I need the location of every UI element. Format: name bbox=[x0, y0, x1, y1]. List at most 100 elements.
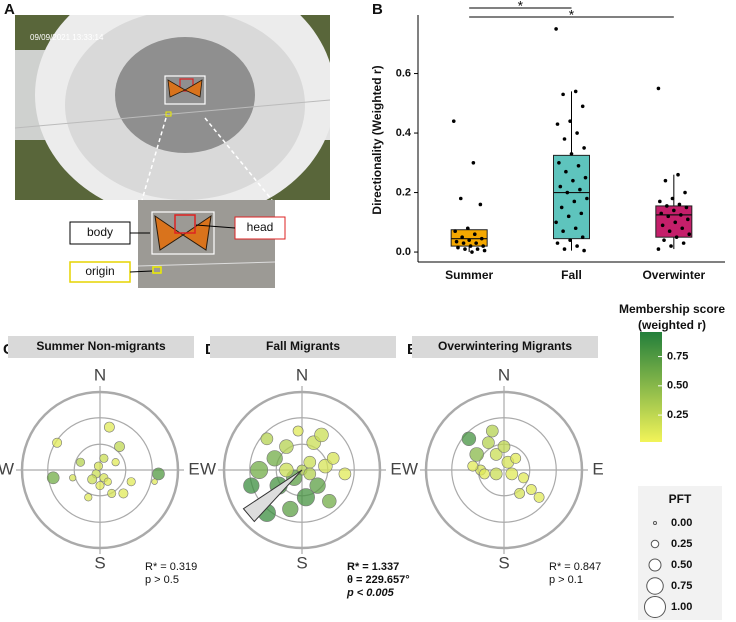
legend-bubble bbox=[644, 596, 666, 618]
bubble bbox=[510, 452, 522, 464]
direction-label: S bbox=[498, 553, 509, 572]
data-point bbox=[572, 199, 577, 204]
legend-bubble bbox=[650, 539, 660, 549]
data-point bbox=[478, 202, 483, 207]
stat-label: R* = 0.319 bbox=[145, 561, 197, 573]
bubble bbox=[479, 468, 490, 480]
timestamp: 09/09/2021 13:33:14 bbox=[30, 33, 104, 42]
data-point bbox=[680, 226, 685, 231]
bubble bbox=[461, 431, 477, 446]
direction-label: W bbox=[0, 459, 14, 478]
data-point bbox=[568, 119, 572, 123]
data-point bbox=[565, 190, 570, 195]
legend-label: 0.00 bbox=[671, 517, 692, 529]
bubble bbox=[482, 436, 495, 450]
bubble bbox=[322, 494, 337, 509]
direction-label: N bbox=[296, 365, 308, 384]
photo-panel: A 09/09/2021 13:33:14 body head bbox=[4, 1, 330, 288]
data-point bbox=[458, 196, 463, 201]
zoom-line bbox=[141, 117, 167, 201]
box bbox=[553, 154, 590, 240]
data-point bbox=[683, 190, 687, 195]
data-point bbox=[667, 229, 672, 234]
data-point bbox=[582, 146, 586, 150]
bubble bbox=[303, 455, 317, 469]
data-point bbox=[681, 241, 686, 245]
string bbox=[15, 99, 330, 129]
legend-bubble bbox=[646, 577, 664, 595]
legend-label: 0.50 bbox=[671, 559, 692, 571]
stat-label: R* = 0.847 bbox=[549, 561, 601, 573]
legend-title: PFT bbox=[669, 492, 692, 506]
direction-label: E bbox=[188, 459, 199, 478]
bubble bbox=[497, 440, 511, 453]
data-point bbox=[578, 187, 582, 192]
data-point bbox=[579, 211, 584, 216]
data-point bbox=[656, 247, 661, 251]
data-point bbox=[558, 184, 563, 189]
data-point bbox=[580, 235, 585, 239]
bubble bbox=[250, 460, 269, 479]
direction-label: E bbox=[390, 459, 401, 478]
bubble bbox=[309, 477, 326, 494]
data-point bbox=[656, 86, 661, 91]
data-point bbox=[555, 122, 560, 126]
colorbar-tick-label: 0.75 bbox=[667, 350, 688, 362]
data-point bbox=[684, 205, 689, 210]
data-point bbox=[571, 178, 575, 183]
data-point bbox=[672, 208, 676, 213]
bubble bbox=[326, 451, 340, 465]
bubble bbox=[76, 457, 86, 467]
data-point bbox=[463, 247, 467, 251]
data-point bbox=[554, 27, 558, 31]
bubble bbox=[296, 488, 315, 507]
bubble bbox=[279, 462, 294, 478]
data-point bbox=[686, 217, 690, 222]
data-point bbox=[568, 238, 572, 242]
data-point bbox=[573, 226, 578, 231]
data-point bbox=[555, 241, 560, 245]
data-point bbox=[561, 92, 565, 97]
bubble bbox=[260, 432, 274, 446]
data-point bbox=[583, 175, 588, 180]
panel-label: B bbox=[372, 1, 383, 18]
legend-label: 1.00 bbox=[671, 601, 692, 613]
data-point bbox=[471, 161, 476, 165]
bubble bbox=[292, 425, 304, 437]
y-axis-label: Directionality (Weighted r) bbox=[370, 65, 384, 214]
legend-title: (weighted r) bbox=[638, 318, 706, 332]
direction-label: E bbox=[592, 459, 603, 478]
data-point bbox=[481, 244, 485, 248]
data-point bbox=[554, 220, 558, 225]
x-tick-label: Fall bbox=[561, 268, 582, 282]
panel-label: A bbox=[4, 1, 15, 18]
data-point bbox=[670, 196, 675, 201]
data-point bbox=[559, 205, 564, 210]
data-point bbox=[582, 248, 586, 253]
data-point bbox=[562, 137, 567, 141]
stat-label: p < 0.005 bbox=[346, 587, 395, 599]
bubble bbox=[103, 421, 115, 433]
data-point bbox=[460, 235, 464, 239]
bubble bbox=[243, 477, 260, 494]
bubble bbox=[279, 439, 294, 454]
bubble bbox=[314, 427, 329, 443]
bubble bbox=[525, 484, 537, 495]
stat-label: R* = 1.337 bbox=[347, 561, 399, 573]
data-point bbox=[677, 202, 682, 207]
data-point bbox=[475, 247, 480, 251]
stat-label: p > 0.5 bbox=[145, 574, 179, 586]
callout-arrow bbox=[195, 224, 236, 229]
data-point bbox=[467, 238, 471, 242]
body-box bbox=[151, 211, 215, 255]
direction-label: W bbox=[200, 459, 216, 478]
data-point bbox=[585, 196, 589, 201]
legend-label: 0.25 bbox=[671, 538, 692, 550]
data-point bbox=[662, 238, 666, 242]
legend-bubble bbox=[653, 521, 657, 525]
data-point bbox=[669, 244, 673, 248]
data-point bbox=[663, 178, 668, 183]
y-tick-label: 0.4 bbox=[396, 127, 412, 139]
bubble bbox=[103, 477, 112, 486]
